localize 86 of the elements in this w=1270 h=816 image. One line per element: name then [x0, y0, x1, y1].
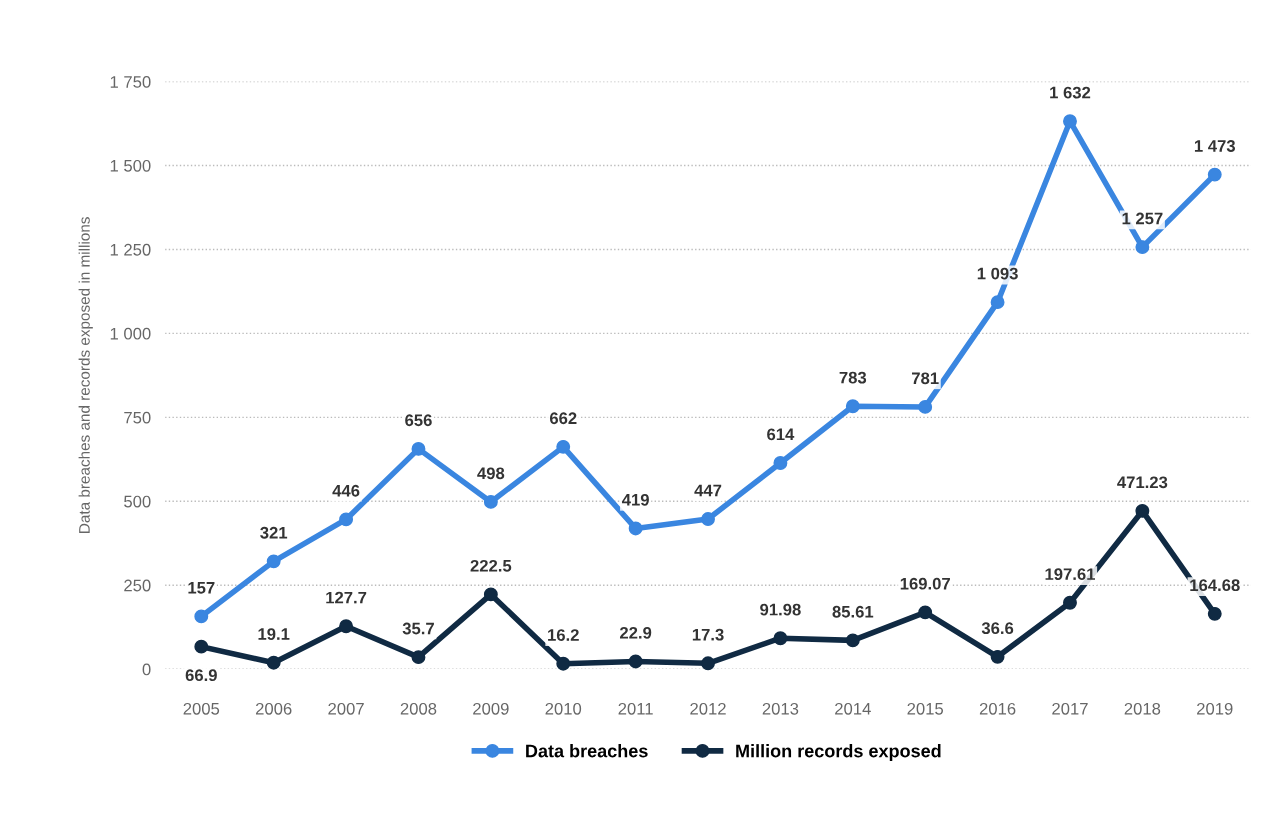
data-label: 16.2 — [548, 629, 579, 641]
point — [845, 399, 860, 414]
data-label: 22.9 — [620, 626, 652, 639]
point — [1135, 503, 1150, 518]
y-tick-label: 1 250 — [110, 243, 151, 256]
point — [339, 619, 354, 634]
x-tick-label: 2012 — [690, 702, 726, 715]
y-tick-label: 1 000 — [110, 327, 151, 340]
point — [1135, 240, 1150, 255]
data-label: 19.1 — [258, 628, 290, 640]
data-label: 662 — [549, 412, 577, 425]
data-label: 91.98 — [760, 603, 801, 616]
data-label: 197.61 — [1045, 568, 1095, 581]
point — [918, 605, 933, 620]
data-label: 36.6 — [981, 622, 1014, 635]
point — [483, 587, 498, 602]
point — [411, 441, 426, 456]
point — [1207, 167, 1222, 182]
y-tick-label: 750 — [124, 411, 151, 424]
data-label: 781 — [912, 372, 939, 385]
x-tick-label: 2017 — [1052, 702, 1088, 715]
data-label: 17.3 — [692, 628, 724, 641]
x-tick-label: 2018 — [1124, 702, 1161, 715]
x-tick-label: 2009 — [473, 702, 509, 715]
data-label: 169.07 — [900, 577, 950, 590]
x-tick-label: 2010 — [545, 702, 582, 715]
y-tick-label: 0 — [142, 663, 151, 676]
legend-label: Million records exposed — [736, 744, 941, 761]
x-tick-label: 2016 — [979, 702, 1016, 715]
point — [339, 512, 354, 527]
point — [1063, 114, 1077, 129]
point — [990, 295, 1005, 310]
point — [773, 631, 788, 646]
legend-label: Data breaches — [526, 744, 648, 758]
y-tick-label: 250 — [124, 579, 151, 592]
x-tick-label: 2007 — [328, 702, 364, 715]
data-label: 1 473 — [1194, 140, 1236, 152]
point — [266, 554, 281, 569]
x-tick-label: 2011 — [618, 702, 653, 715]
x-tick-label: 2015 — [907, 702, 944, 715]
data-label: 614 — [767, 428, 795, 441]
data-label: 656 — [405, 414, 432, 427]
point — [701, 656, 715, 671]
y-tick-label: 500 — [124, 495, 151, 508]
point — [556, 656, 571, 671]
point — [1063, 595, 1077, 610]
point — [266, 655, 281, 670]
data-label: 157 — [188, 582, 215, 594]
data-label: 66.9 — [185, 669, 217, 682]
data-label: 471.23 — [1117, 476, 1168, 489]
point — [990, 649, 1005, 664]
y-tick-label: 1 750 — [110, 76, 151, 88]
x-tick-label: 2019 — [1197, 702, 1233, 715]
point — [556, 439, 571, 454]
y-tick-label: 1 500 — [110, 159, 151, 172]
data-label: 321 — [260, 526, 288, 539]
data-label: 164.68 — [1190, 579, 1240, 592]
data-label: 783 — [839, 371, 867, 384]
point — [845, 633, 860, 648]
point — [701, 512, 715, 526]
point — [483, 494, 498, 509]
x-tick-label: 2008 — [400, 702, 437, 715]
point — [411, 650, 426, 665]
data-label: 419 — [621, 493, 649, 506]
data-label: 1 632 — [1050, 86, 1091, 99]
x-tick-label: 2013 — [762, 702, 799, 715]
data-label: 1 093 — [977, 267, 1018, 280]
point — [1207, 606, 1222, 621]
point — [628, 521, 643, 536]
point — [628, 654, 643, 669]
point — [194, 609, 209, 624]
point — [194, 639, 209, 654]
data-label: 1 257 — [1122, 212, 1163, 225]
y-axis-title: Data breaches and records exposed in millions — [78, 217, 93, 533]
data-label: 35.7 — [402, 622, 434, 635]
data-label: 127.7 — [326, 591, 367, 604]
x-tick-label: 2014 — [835, 702, 871, 715]
data-label: 222.5 — [470, 559, 512, 572]
x-tick-label: 2006 — [255, 702, 292, 715]
point — [918, 399, 933, 414]
data-label: 498 — [477, 467, 505, 480]
data-label: 447 — [694, 484, 722, 497]
data-label: 446 — [332, 484, 360, 497]
data-label: 85.61 — [832, 605, 874, 618]
point — [773, 456, 788, 470]
x-tick-label: 2005 — [183, 702, 220, 715]
